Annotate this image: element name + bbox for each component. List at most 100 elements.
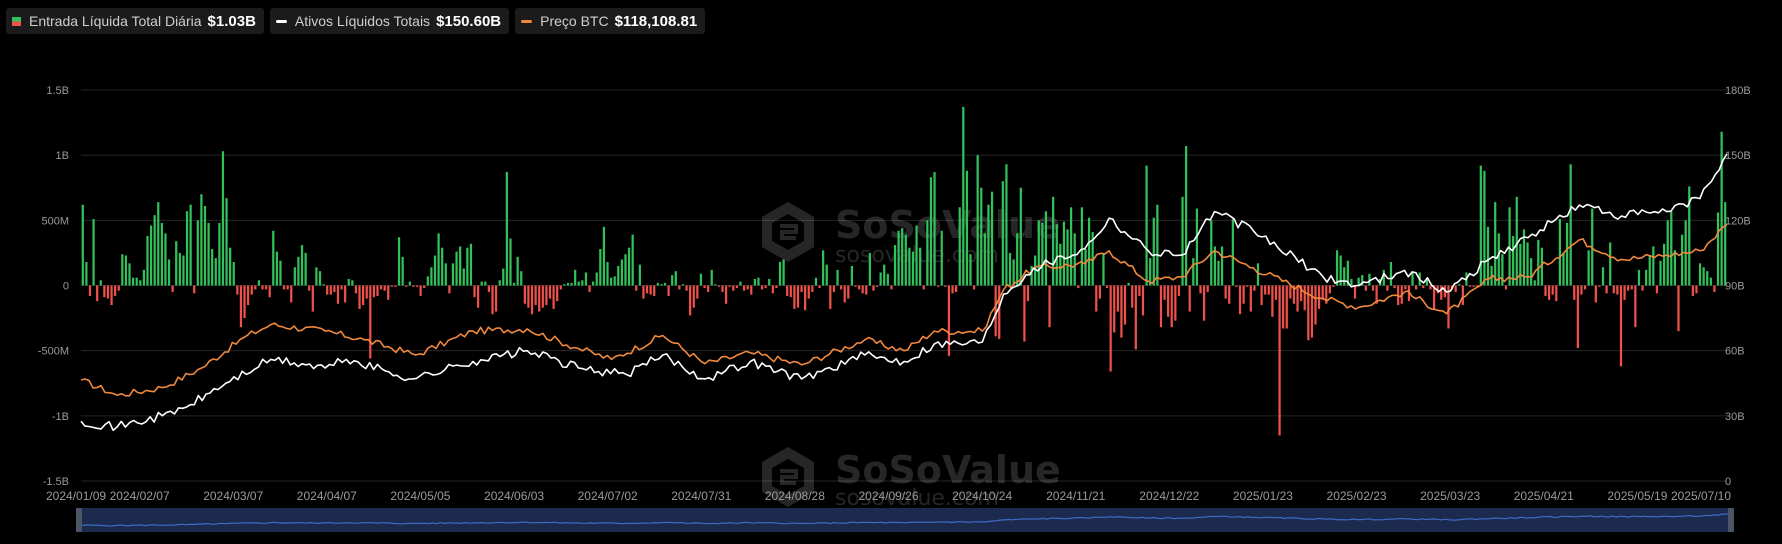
inflow-bar — [1504, 285, 1508, 290]
inflow-bar — [433, 255, 437, 286]
inflow-bar — [1634, 285, 1637, 328]
navigator-right-handle[interactable] — [1728, 508, 1734, 532]
inflow-bar — [1116, 285, 1119, 312]
inflow-bar — [742, 285, 746, 291]
inflow-bar — [692, 285, 695, 308]
inflow-bar — [415, 285, 419, 287]
inflow-bar — [1716, 212, 1720, 286]
inflow-bar — [1030, 265, 1033, 286]
inflow-bar — [1282, 285, 1285, 329]
inflow-bar — [1530, 258, 1533, 286]
inflow-bar — [390, 285, 393, 287]
inflow-bar — [1264, 285, 1267, 295]
inflow-bar — [160, 222, 163, 286]
inflow-bar — [1565, 222, 1569, 286]
inflow-bar — [1389, 262, 1393, 286]
inflow-bar — [1062, 221, 1066, 286]
legend-inflow-toggle[interactable]: Entrada Líquida Total Diária $1.03B — [6, 8, 264, 34]
inflow-bar — [707, 285, 710, 293]
inflow-bar — [527, 285, 530, 308]
inflow-bar — [1350, 278, 1353, 286]
inflow-bar — [534, 285, 537, 306]
watermark-site: sosovalue.com — [835, 486, 999, 511]
inflow-bar — [775, 285, 778, 289]
inflow-bar — [613, 276, 616, 286]
inflow-bar — [642, 285, 645, 299]
inflow-bar — [243, 285, 246, 319]
inflow-bar — [635, 285, 638, 291]
inflow-bar — [1274, 285, 1278, 300]
navigator-left-handle[interactable] — [76, 508, 82, 532]
y-right-tick-label: 150B — [1725, 150, 1751, 162]
inflow-bar — [1361, 275, 1364, 286]
inflow-bar — [1120, 285, 1123, 338]
navigator-track[interactable] — [80, 508, 1730, 532]
inflow-bar — [214, 258, 217, 286]
inflow-bar — [1476, 285, 1479, 287]
inflow-bar — [1070, 207, 1073, 286]
inflow-bar — [1206, 285, 1209, 293]
inflow-bar — [1123, 285, 1127, 325]
inflow-bar — [491, 285, 494, 315]
inflow-bar — [1235, 285, 1238, 287]
inflow-bar — [1314, 285, 1317, 325]
range-navigator[interactable] — [76, 508, 1734, 532]
inflow-bar — [1034, 255, 1037, 286]
inflow-bar — [1152, 217, 1155, 286]
inflow-bar — [541, 285, 544, 308]
inflow-bar — [545, 285, 548, 306]
inflow-bar — [1440, 285, 1443, 300]
inflow-bar — [1005, 164, 1008, 286]
inflow-bar — [451, 263, 455, 286]
inflow-bar — [1285, 285, 1288, 329]
inflow-bar — [1702, 267, 1705, 286]
inflow-bar — [459, 246, 462, 286]
inflow-bar — [724, 285, 728, 304]
inflow-bar — [1292, 285, 1296, 304]
inflow-bar — [88, 285, 92, 296]
inflow-bar — [857, 285, 861, 290]
inflow-bar — [1156, 204, 1159, 286]
inflow-bar — [994, 285, 997, 337]
inflow-bar — [200, 194, 203, 286]
inflow-bar — [1551, 285, 1554, 295]
inflow-bar — [660, 284, 663, 286]
inflow-bar — [768, 278, 771, 286]
inflow-bar — [1170, 285, 1173, 328]
inflow-bar — [1141, 285, 1145, 316]
inflow-bar — [1537, 239, 1540, 286]
inflow-bar — [275, 251, 278, 286]
sosovalue-logo-icon — [762, 447, 814, 507]
inflow-bar — [1332, 285, 1335, 287]
inflow-bar — [1185, 146, 1188, 286]
inflow-bar — [164, 233, 167, 286]
y-right-tick-label: 30B — [1725, 411, 1745, 423]
inflow-bar — [1501, 254, 1504, 286]
inflow-bar — [117, 285, 120, 291]
inflow-bar — [1016, 233, 1019, 286]
inflow-bar — [800, 285, 803, 293]
inflow-bar — [322, 284, 325, 286]
inflow-bar — [919, 247, 922, 286]
inflow-bar — [1429, 285, 1432, 290]
inflow-bar — [326, 285, 329, 295]
inflow-bar — [218, 222, 221, 286]
legend-btc-toggle[interactable]: Preço BTC $118,108.81 — [515, 8, 706, 34]
inflow-bar — [1479, 165, 1482, 286]
inflow-bar — [1353, 285, 1357, 299]
x-tick-label: 2025/05/19 — [1607, 489, 1667, 503]
inflow-bar — [879, 272, 882, 286]
x-tick-label: 2025/03/23 — [1420, 489, 1480, 503]
inflow-bar — [1371, 285, 1375, 291]
inflow-bar — [1404, 285, 1407, 290]
inflow-bar — [559, 285, 562, 290]
x-tick-label: 2025/02/23 — [1327, 489, 1387, 503]
inflow-bar — [247, 285, 250, 306]
inflow-bar — [257, 280, 261, 286]
inflow-bar — [365, 285, 368, 299]
legend-assets-toggle[interactable]: Ativos Líquidos Totais $150.60B — [269, 8, 510, 34]
inflow-bar — [1041, 222, 1044, 286]
inflow-bar — [890, 285, 893, 290]
inflow-bar — [581, 280, 584, 286]
